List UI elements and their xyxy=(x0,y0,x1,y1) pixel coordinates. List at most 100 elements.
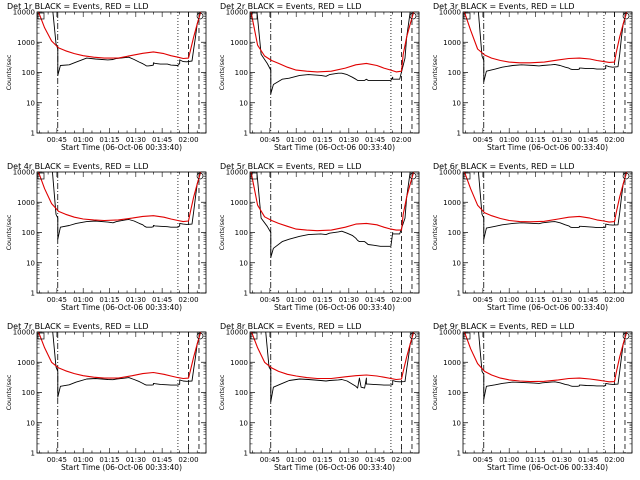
chart-panel-9: Det 9r BLACK = Events, RED = LLD 1 10 100 10… xyxy=(431,322,633,472)
x-tick-label: 01:30 xyxy=(339,296,359,304)
chart-panel-1: Det 1r BLACK = Events, RED = LLD 1 10 100 10… xyxy=(5,2,207,152)
y-tick-label: 10000 xyxy=(226,169,248,177)
corner-marker-right xyxy=(409,332,417,340)
series-line-black xyxy=(51,172,202,240)
chart-title: Det 8r BLACK = Events, RED = LLD xyxy=(220,322,362,331)
chart-panel-2: Det 2r BLACK = Events, RED = LLD 1 10 100 10… xyxy=(218,2,420,152)
corner-marker-left xyxy=(250,332,258,340)
y-tick-label: 100 xyxy=(22,389,35,397)
corner-marker-left xyxy=(37,332,45,340)
plot-area xyxy=(37,12,202,133)
x-tick-label: 01:30 xyxy=(552,456,572,464)
series-line-black xyxy=(256,172,411,258)
x-tick-label: 01:15 xyxy=(312,456,332,464)
y-axis-label: Counts/sec xyxy=(218,54,226,90)
y-tick-label: 100 xyxy=(448,69,461,77)
y-tick-label: 1000 xyxy=(443,39,461,47)
axes-frame xyxy=(36,11,207,134)
y-tick-label: 1000 xyxy=(17,199,35,207)
y-tick-label: 1000 xyxy=(443,359,461,367)
series-line-black xyxy=(265,332,415,403)
series-line-black xyxy=(52,12,202,76)
axes-frame xyxy=(462,171,633,294)
x-tick-label: 01:45 xyxy=(578,136,598,144)
series-line-red xyxy=(37,332,202,380)
plot-area xyxy=(250,12,415,133)
y-tick-label: 10000 xyxy=(226,329,248,337)
y-axis-label: Counts/sec xyxy=(431,214,439,250)
x-tick-label: 01:30 xyxy=(339,136,359,144)
x-axis-label: Start Time (06-Oct-06 00:33:40) xyxy=(274,303,395,312)
y-tick-label: 10000 xyxy=(226,9,248,17)
x-tick-label: 01:45 xyxy=(365,296,385,304)
y-tick-label: 100 xyxy=(448,229,461,237)
x-tick-label: 01:15 xyxy=(99,456,119,464)
corner-marker-left xyxy=(37,172,45,180)
corner-marker-right xyxy=(409,172,417,180)
x-tick-label: 01:45 xyxy=(578,296,598,304)
axes-frame xyxy=(36,171,207,294)
series-line-red xyxy=(250,12,415,73)
corner-marker-right xyxy=(196,332,204,340)
x-tick-label: 01:00 xyxy=(499,136,519,144)
x-tick-label: 02:00 xyxy=(178,456,198,464)
y-tick-label: 1000 xyxy=(230,199,248,207)
x-tick-label: 01:00 xyxy=(286,136,306,144)
x-tick-label: 01:00 xyxy=(73,456,93,464)
corner-marker-right xyxy=(622,332,630,340)
corner-marker-left xyxy=(463,172,471,180)
x-tick-label: 01:15 xyxy=(99,296,119,304)
x-tick-label: 00:45 xyxy=(260,456,280,464)
x-tick-label: 01:30 xyxy=(126,136,146,144)
corner-marker-right xyxy=(622,12,630,20)
x-tick-label: 00:45 xyxy=(47,296,67,304)
x-tick-label: 01:30 xyxy=(339,456,359,464)
series-line-red xyxy=(250,172,415,232)
x-axis-label: Start Time (06-Oct-06 00:33:40) xyxy=(487,143,608,152)
corner-marker-right xyxy=(196,12,204,20)
x-tick-label: 01:45 xyxy=(152,136,172,144)
plot-area xyxy=(463,12,628,133)
axes-frame xyxy=(462,331,633,454)
x-tick-label: 01:15 xyxy=(525,296,545,304)
x-tick-label: 02:00 xyxy=(391,296,411,304)
x-tick-label: 00:45 xyxy=(47,136,67,144)
x-tick-label: 02:00 xyxy=(604,456,624,464)
series-line-black xyxy=(256,12,411,95)
x-tick-label: 02:00 xyxy=(604,136,624,144)
x-tick-label: 00:45 xyxy=(473,296,493,304)
y-axis-label: Counts/sec xyxy=(5,374,13,410)
y-tick-label: 1 xyxy=(457,450,461,458)
y-tick-label: 1000 xyxy=(17,359,35,367)
y-tick-label: 10000 xyxy=(439,169,461,177)
y-tick-label: 100 xyxy=(235,229,248,237)
y-tick-label: 10000 xyxy=(13,169,35,177)
y-tick-label: 10 xyxy=(452,99,461,107)
y-axis-label: Counts/sec xyxy=(431,54,439,90)
chart-panel-7: Det 7r BLACK = Events, RED = LLD 1 10 100 10… xyxy=(5,322,207,472)
y-tick-label: 1000 xyxy=(230,359,248,367)
y-tick-label: 1 xyxy=(244,450,248,458)
y-tick-label: 100 xyxy=(22,229,35,237)
x-tick-label: 02:00 xyxy=(178,296,198,304)
series-line-red xyxy=(463,332,628,383)
plot-area xyxy=(37,172,202,293)
y-tick-label: 100 xyxy=(235,389,248,397)
x-tick-label: 01:45 xyxy=(152,296,172,304)
y-tick-label: 10 xyxy=(452,259,461,267)
chart-title: Det 3r BLACK = Events, RED = LLD xyxy=(433,2,575,11)
corner-marker-right xyxy=(622,172,630,180)
series-line-red xyxy=(37,172,202,223)
plot-area xyxy=(463,172,628,293)
x-tick-label: 00:45 xyxy=(473,456,493,464)
y-tick-label: 10 xyxy=(26,99,35,107)
series-line-red xyxy=(37,12,202,60)
plot-area xyxy=(37,332,202,453)
y-axis-label: Counts/sec xyxy=(5,214,13,250)
y-tick-label: 10000 xyxy=(13,9,35,17)
plot-area xyxy=(250,172,415,293)
corner-marker-left xyxy=(463,332,471,340)
chart-title: Det 1r BLACK = Events, RED = LLD xyxy=(7,2,149,11)
x-tick-label: 01:30 xyxy=(552,296,572,304)
corner-marker-left xyxy=(463,12,471,20)
